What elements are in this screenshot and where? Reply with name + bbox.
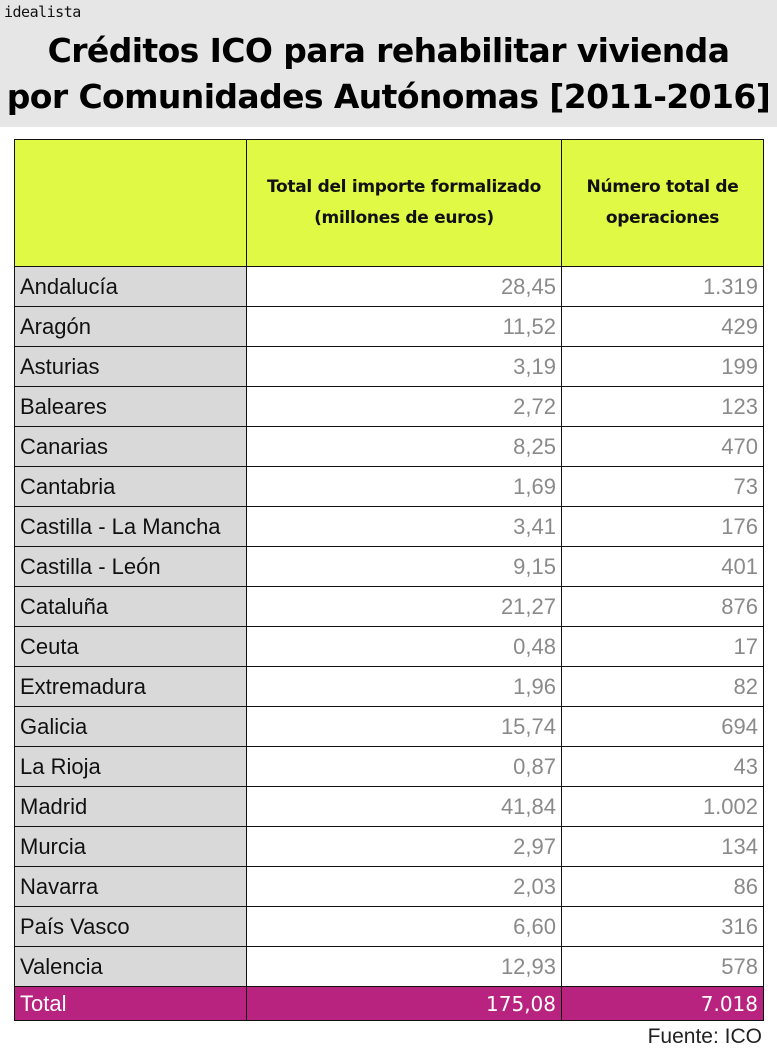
data-table: Total del importe formalizado (millones … — [14, 139, 764, 1021]
table-row: Aragón 11,52 429 — [14, 306, 764, 347]
table-row: Baleares 2,72 123 — [14, 386, 764, 427]
title-line-1: Créditos ICO para rehabilitar vivienda — [47, 31, 730, 70]
table-row: Cantabria 1,69 73 — [14, 466, 764, 507]
region-cell: Asturias — [14, 346, 247, 387]
total-row: Total 175,08 7.018 — [14, 986, 764, 1021]
title-band: idealista Créditos ICO para rehabilitar … — [0, 0, 777, 127]
table-row: Valencia 12,93 578 — [14, 946, 764, 987]
table-row: Ceuta 0,48 17 — [14, 626, 764, 667]
importe-cell: 2,72 — [246, 386, 562, 427]
operaciones-cell: 429 — [561, 306, 764, 347]
operaciones-cell: 43 — [561, 746, 764, 787]
total-operaciones: 7.018 — [561, 986, 764, 1021]
header-importe-line-1: Total del importe formalizado — [267, 177, 541, 197]
header-operaciones-line-2: operaciones — [605, 208, 720, 228]
page-title: Créditos ICO para rehabilitar vivienda p… — [0, 28, 777, 120]
operaciones-cell: 1.319 — [561, 266, 764, 307]
region-cell: Madrid — [14, 786, 247, 827]
operaciones-cell: 694 — [561, 706, 764, 747]
importe-cell: 9,15 — [246, 546, 562, 587]
header-importe: Total del importe formalizado (millones … — [246, 139, 562, 267]
operaciones-cell: 470 — [561, 426, 764, 467]
table-row: Galicia 15,74 694 — [14, 706, 764, 747]
operaciones-cell: 17 — [561, 626, 764, 667]
operaciones-cell: 199 — [561, 346, 764, 387]
region-cell: Castilla - La Mancha — [14, 506, 247, 547]
importe-cell: 1,96 — [246, 666, 562, 707]
importe-cell: 41,84 — [246, 786, 562, 827]
operaciones-cell: 86 — [561, 866, 764, 907]
region-cell: Extremadura — [14, 666, 247, 707]
operaciones-cell: 176 — [561, 506, 764, 547]
header-row: Total del importe formalizado (millones … — [14, 139, 764, 267]
table-row: País Vasco 6,60 316 — [14, 906, 764, 947]
region-cell: Murcia — [14, 826, 247, 867]
table-row: Canarias 8,25 470 — [14, 426, 764, 467]
total-label: Total — [14, 986, 247, 1021]
importe-cell: 3,41 — [246, 506, 562, 547]
region-cell: Cataluña — [14, 586, 247, 627]
operaciones-cell: 82 — [561, 666, 764, 707]
region-cell: Ceuta — [14, 626, 247, 667]
table-row: Andalucía 28,45 1.319 — [14, 266, 764, 307]
operaciones-cell: 123 — [561, 386, 764, 427]
region-cell: Canarias — [14, 426, 247, 467]
importe-cell: 21,27 — [246, 586, 562, 627]
title-line-2: por Comunidades Autónomas [2011-2016] — [6, 77, 771, 116]
importe-cell: 3,19 — [246, 346, 562, 387]
table-row: Extremadura 1,96 82 — [14, 666, 764, 707]
table-row: La Rioja 0,87 43 — [14, 746, 764, 787]
table-row: Madrid 41,84 1.002 — [14, 786, 764, 827]
region-cell: País Vasco — [14, 906, 247, 947]
region-cell: Andalucía — [14, 266, 247, 307]
operaciones-cell: 134 — [561, 826, 764, 867]
operaciones-cell: 401 — [561, 546, 764, 587]
region-cell: Valencia — [14, 946, 247, 987]
brand-logo: idealista — [4, 3, 81, 21]
operaciones-cell: 316 — [561, 906, 764, 947]
importe-cell: 0,87 — [246, 746, 562, 787]
importe-cell: 2,97 — [246, 826, 562, 867]
operaciones-cell: 73 — [561, 466, 764, 507]
operaciones-cell: 1.002 — [561, 786, 764, 827]
importe-cell: 12,93 — [246, 946, 562, 987]
importe-cell: 6,60 — [246, 906, 562, 947]
importe-cell: 2,03 — [246, 866, 562, 907]
table-row: Castilla - León 9,15 401 — [14, 546, 764, 587]
importe-cell: 28,45 — [246, 266, 562, 307]
importe-cell: 8,25 — [246, 426, 562, 467]
table-row: Navarra 2,03 86 — [14, 866, 764, 907]
total-importe: 175,08 — [246, 986, 562, 1021]
table-row: Castilla - La Mancha 3,41 176 — [14, 506, 764, 547]
operaciones-cell: 578 — [561, 946, 764, 987]
table-row: Cataluña 21,27 876 — [14, 586, 764, 627]
importe-cell: 11,52 — [246, 306, 562, 347]
table-body: Andalucía 28,45 1.319 Aragón 11,52 429 Asturia… — [14, 266, 764, 987]
source-note: Fuente: ICO — [647, 1025, 762, 1048]
operaciones-cell: 876 — [561, 586, 764, 627]
header-region — [14, 139, 247, 267]
importe-cell: 15,74 — [246, 706, 562, 747]
region-cell: Castilla - León — [14, 546, 247, 587]
region-cell: Aragón — [14, 306, 247, 347]
region-cell: Navarra — [14, 866, 247, 907]
header-importe-line-2: (millones de euros) — [314, 208, 494, 228]
importe-cell: 0,48 — [246, 626, 562, 667]
region-cell: Galicia — [14, 706, 247, 747]
region-cell: Cantabria — [14, 466, 247, 507]
table-row: Asturias 3,19 199 — [14, 346, 764, 387]
header-operaciones: Número total de operaciones — [561, 139, 764, 267]
region-cell: Baleares — [14, 386, 247, 427]
table-row: Murcia 2,97 134 — [14, 826, 764, 867]
header-operaciones-line-1: Número total de — [586, 177, 739, 197]
region-cell: La Rioja — [14, 746, 247, 787]
importe-cell: 1,69 — [246, 466, 562, 507]
